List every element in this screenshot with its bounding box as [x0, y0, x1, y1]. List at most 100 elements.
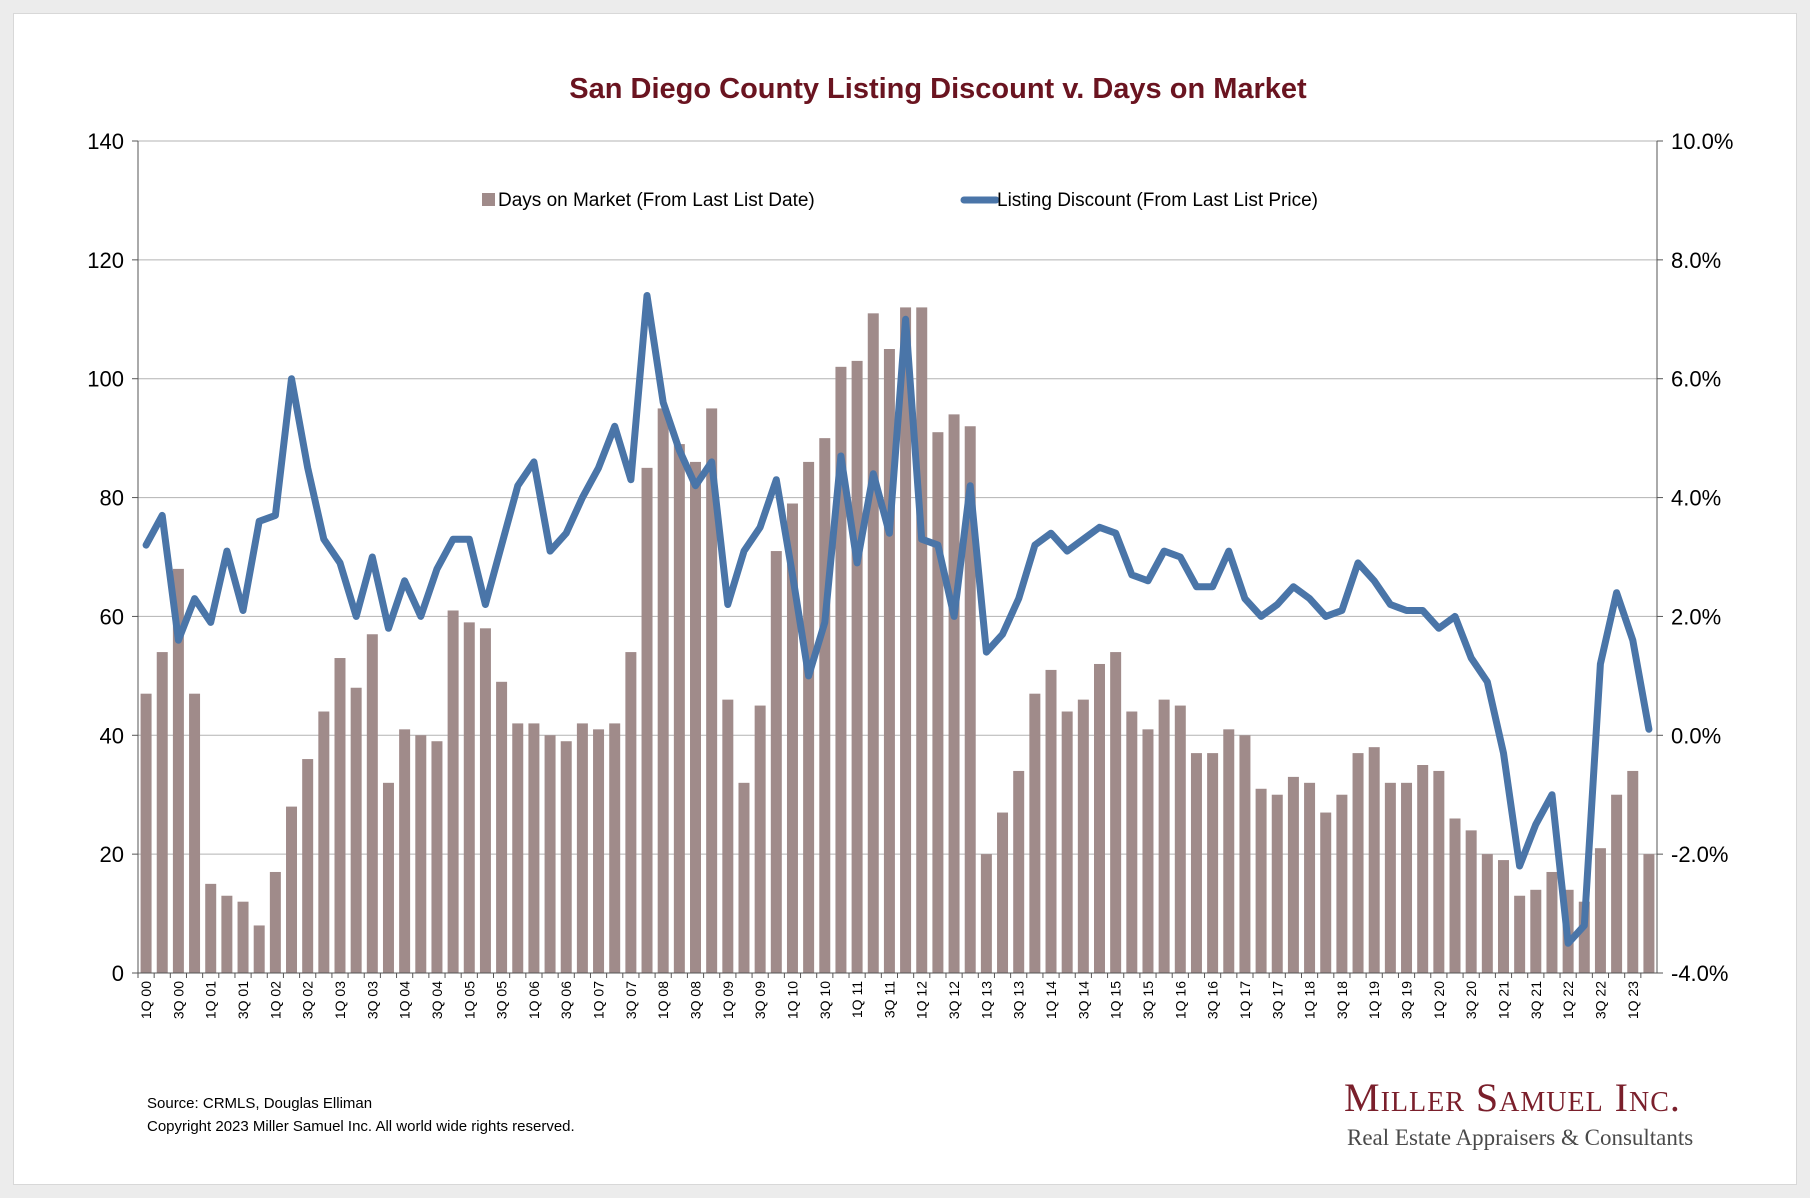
line-listing-discount [142, 292, 1653, 947]
left-tick-label: 20 [100, 842, 124, 867]
point-listing-discount [1082, 538, 1084, 540]
x-tick-label: 3Q 16 [1205, 981, 1221, 1019]
point-listing-discount [452, 538, 454, 540]
bar-days-on-market [1417, 765, 1429, 973]
point-listing-discount [888, 532, 890, 534]
bar-days-on-market [172, 568, 184, 973]
bar-days-on-market [1239, 735, 1251, 973]
legend: Days on Market (From Last List Date) Lis… [482, 190, 1318, 211]
legend-label-listing-discount: Listing Discount (From Last List Price) [997, 190, 1318, 211]
point-listing-discount [1599, 663, 1601, 665]
point-listing-discount [194, 598, 196, 600]
bar-days-on-market [156, 652, 168, 973]
x-tick-label: 3Q 11 [881, 981, 897, 1018]
axes [137, 141, 1658, 974]
bar-days-on-market [528, 723, 540, 973]
bar-days-on-market [1594, 848, 1606, 973]
bar-days-on-market [593, 729, 605, 973]
bar-days-on-market [1546, 871, 1558, 973]
point-listing-discount [598, 467, 600, 469]
bar-days-on-market [1433, 770, 1445, 973]
x-tick-label: 1Q 14 [1043, 981, 1059, 1019]
point-listing-discount [1018, 598, 1020, 600]
point-listing-discount [1438, 627, 1440, 629]
right-tick-label: 6.0% [1671, 367, 1721, 392]
bar-days-on-market [512, 723, 524, 973]
point-listing-discount [759, 526, 761, 528]
bar-days-on-market [803, 461, 815, 973]
point-listing-discount [1244, 598, 1246, 600]
point-listing-discount [985, 651, 987, 653]
point-listing-discount [969, 485, 971, 487]
bar-days-on-market [302, 759, 314, 973]
x-tick-label: 3Q 09 [752, 981, 768, 1019]
combo-chart: San Diego County Listing Discount v. Day… [87, 73, 1733, 1019]
bar-days-on-market [1029, 693, 1041, 973]
bar-days-on-market [1401, 782, 1413, 973]
point-listing-discount [791, 574, 793, 576]
point-listing-discount [323, 538, 325, 540]
bar-days-on-market [544, 735, 556, 973]
point-listing-discount [1583, 924, 1585, 926]
x-tick-label: 1Q 10 [784, 981, 800, 1019]
logo-tagline: Real Estate Appraisers & Consultants [1347, 1125, 1694, 1150]
point-listing-discount [695, 485, 697, 487]
x-tick-label: 1Q 15 [1108, 981, 1124, 1019]
point-listing-discount [177, 639, 179, 641]
point-listing-discount [387, 627, 389, 629]
bar-days-on-market [1158, 699, 1170, 973]
bar-days-on-market [819, 438, 831, 974]
point-listing-discount [258, 520, 260, 522]
point-listing-discount [1260, 615, 1262, 617]
bar-days-on-market [1611, 794, 1623, 973]
bar-days-on-market [415, 735, 427, 973]
bar-days-on-market [189, 693, 201, 973]
point-listing-discount [1341, 609, 1343, 611]
bar-days-on-market [1497, 860, 1509, 973]
point-listing-discount [549, 550, 551, 552]
bar-days-on-market [1013, 770, 1025, 973]
point-listing-discount [517, 485, 519, 487]
point-listing-discount [808, 675, 810, 677]
right-tick-label: 10.0% [1671, 129, 1733, 154]
bar-days-on-market [900, 307, 912, 973]
bar-days-on-market [1255, 788, 1267, 973]
point-listing-discount [404, 580, 406, 582]
point-listing-discount [242, 609, 244, 611]
bar-days-on-market [431, 741, 443, 973]
bar-days-on-market [738, 782, 750, 973]
point-listing-discount [1422, 609, 1424, 611]
bar-days-on-market [399, 729, 411, 973]
bar-days-on-market [657, 408, 669, 973]
point-listing-discount [630, 479, 632, 481]
x-tick-label: 1Q 23 [1625, 981, 1641, 1019]
x-tick-label: 3Q 19 [1399, 981, 1415, 1019]
bar-days-on-market [140, 693, 152, 973]
x-tick-label: 3Q 12 [946, 981, 962, 1019]
point-listing-discount [1519, 865, 1521, 867]
point-listing-discount [1406, 609, 1408, 611]
point-listing-discount [1567, 942, 1569, 944]
bar-days-on-market [1061, 711, 1073, 973]
right-tick-label: 2.0% [1671, 604, 1721, 629]
point-listing-discount [1309, 598, 1311, 600]
bar-days-on-market [673, 444, 685, 974]
x-tick-label: 3Q 17 [1269, 981, 1285, 1019]
x-tick-label: 1Q 05 [461, 981, 477, 1019]
bar-days-on-market [1045, 669, 1057, 973]
point-listing-discount [420, 615, 422, 617]
right-tick-label: -4.0% [1671, 961, 1728, 986]
bar-days-on-market [205, 883, 217, 973]
bar-days-on-market [883, 349, 895, 973]
x-tick-label: 1Q 02 [267, 981, 283, 1019]
x-tick-label: 3Q 08 [688, 981, 704, 1019]
left-tick-label: 120 [87, 248, 124, 273]
x-tick-label: 3Q 14 [1075, 981, 1091, 1019]
point-listing-discount [1050, 532, 1052, 534]
x-tick-label: 3Q 06 [558, 981, 574, 1019]
x-tick-label: 1Q 08 [655, 981, 671, 1019]
point-listing-discount [1163, 550, 1165, 552]
bar-days-on-market [221, 895, 233, 973]
point-listing-discount [581, 497, 583, 499]
point-listing-discount [1357, 562, 1359, 564]
